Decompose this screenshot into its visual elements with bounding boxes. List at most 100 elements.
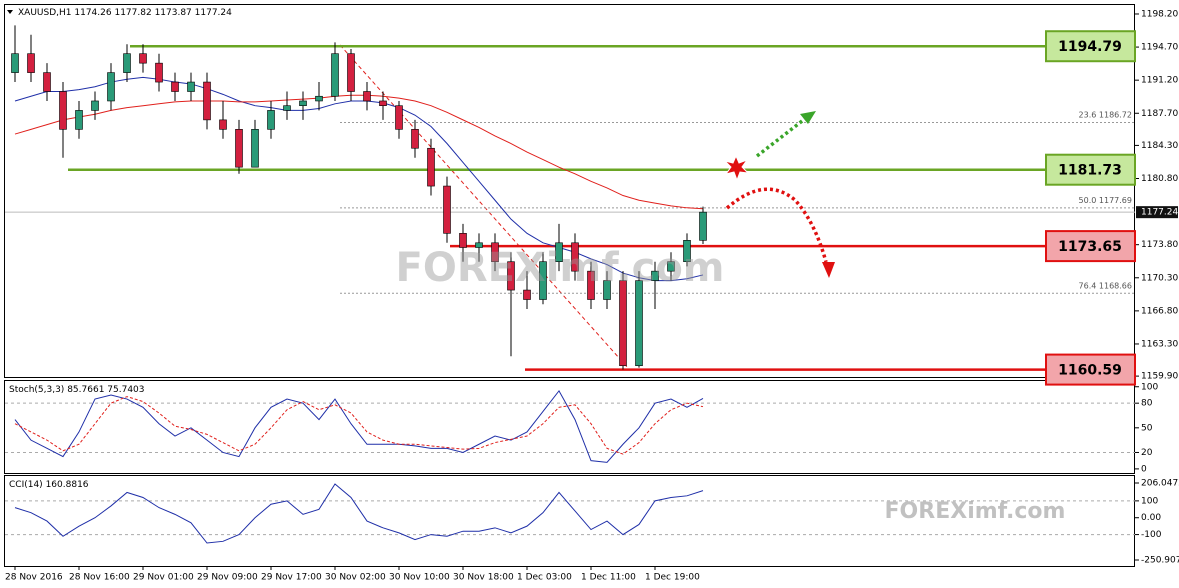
down-arrow-head <box>822 262 835 278</box>
candle-body <box>331 53 339 97</box>
candle-body <box>539 261 547 300</box>
down-arrow <box>725 187 828 263</box>
level-box <box>1045 230 1136 263</box>
ohlc-low: 1173.87 <box>155 8 192 18</box>
candle-body <box>43 72 51 92</box>
current-price-box <box>1136 206 1178 219</box>
candle-body <box>75 110 83 130</box>
x-tick-label: 29 Nov 01:00 <box>133 573 194 583</box>
candle-body <box>59 91 67 130</box>
fib-label: 76.4 1168.66 <box>1079 281 1132 290</box>
level-label: 1173.65 <box>1058 239 1122 255</box>
up-arrow <box>755 116 808 158</box>
candle-body <box>155 62 163 83</box>
candle-body <box>27 53 35 73</box>
fib-value: 1177.69 <box>1099 195 1132 204</box>
candle-body <box>379 100 387 106</box>
candle-body <box>315 95 323 102</box>
candle-body <box>523 289 531 300</box>
indicator-value: 160.8816 <box>46 480 89 490</box>
x-tick-label: 1 Dec 03:00 <box>517 573 572 583</box>
cci-panel <box>4 475 1135 567</box>
x-tick-label: 30 Nov 18:00 <box>453 573 514 583</box>
indicator-value: 75.7403 <box>107 385 144 395</box>
breakout-star <box>723 154 750 182</box>
x-tick-label: 30 Nov 10:00 <box>389 573 450 583</box>
y-tick-label: 1170.30 <box>1141 273 1178 283</box>
candle-body <box>267 110 275 130</box>
ohlc-high: 1177.82 <box>114 8 151 18</box>
candle-body <box>555 242 563 263</box>
candle-body <box>283 105 291 111</box>
collapse-icon <box>7 10 13 14</box>
indicator-line <box>14 396 704 455</box>
watermark: FOREXimf.com <box>396 245 725 291</box>
candle-body <box>443 185 451 234</box>
candle-body <box>683 240 691 263</box>
candle-body <box>587 270 595 300</box>
trend-line <box>339 44 629 369</box>
main-panel <box>4 4 1135 378</box>
fib-label: 50.0 1177.69 <box>1079 195 1132 204</box>
candle-body <box>603 280 611 300</box>
candle-body <box>171 81 179 92</box>
candle-body <box>235 129 243 168</box>
y-tick-label: 1198.20 <box>1141 9 1178 19</box>
candle-body <box>411 129 419 149</box>
ohlc-close: 1177.24 <box>195 8 232 18</box>
x-tick-label: 29 Nov 09:00 <box>197 573 258 583</box>
candle-body <box>91 100 99 111</box>
x-tick-label: 30 Nov 02:00 <box>325 573 386 583</box>
level-label: 1194.79 <box>1058 39 1122 55</box>
y-tick-label: 1159.90 <box>1141 372 1178 382</box>
candle-body <box>11 53 19 73</box>
candle-body <box>363 91 371 102</box>
current-price-label: 1177.24 <box>1141 208 1178 218</box>
candle-body <box>299 100 307 106</box>
indicator-line <box>14 76 704 282</box>
fib-value: 1168.66 <box>1099 281 1132 290</box>
fib-ratio: 76.4 <box>1079 281 1097 290</box>
indicator-title: CCI(14) 160.8816 <box>9 480 89 490</box>
y-tick-label: 1184.30 <box>1141 141 1178 151</box>
fib-ratio: 23.6 <box>1079 110 1097 119</box>
indicator-line <box>14 389 704 463</box>
candle-body <box>507 261 515 291</box>
y-tick-label: 1163.30 <box>1141 339 1178 349</box>
candle-body <box>395 105 403 130</box>
level-label: 1160.59 <box>1058 363 1122 379</box>
ohlc-open: 1174.26 <box>74 8 111 18</box>
candle-body <box>203 81 211 121</box>
candle-body <box>459 233 467 248</box>
candle-body <box>139 53 147 64</box>
y-tick-label: 1173.80 <box>1141 240 1178 250</box>
y-tick-label: 20 <box>1141 448 1153 458</box>
y-tick-label: 50 <box>1141 423 1153 433</box>
y-tick-label: 100 <box>1141 496 1158 506</box>
candle-body <box>251 129 259 168</box>
indicator-line <box>14 483 704 544</box>
indicator-value: 85.7661 <box>67 385 104 395</box>
indicator-line <box>14 94 704 210</box>
y-tick-label: 1194.70 <box>1141 43 1178 53</box>
level-label: 1181.73 <box>1058 163 1122 179</box>
candle-body <box>491 242 499 263</box>
y-tick-label: 0 <box>1141 464 1147 474</box>
watermark-small: FOREXimf.com <box>885 499 1066 524</box>
candle-body <box>427 147 435 187</box>
x-tick-label: 1 Dec 11:00 <box>581 573 636 583</box>
candle-body <box>699 211 707 241</box>
candle-body <box>475 242 483 248</box>
symbol: XAUUSD,H1 <box>18 8 72 18</box>
fib-label: 23.6 1186.72 <box>1079 110 1132 119</box>
y-tick-label: -250.9074 <box>1141 556 1179 566</box>
x-tick-label: 1 Dec 19:00 <box>645 573 700 583</box>
annotations <box>723 111 835 278</box>
candle-body <box>619 280 627 367</box>
candle-body <box>347 53 355 92</box>
candle-body <box>219 119 227 130</box>
candle-body <box>187 81 195 92</box>
plot-layer: 1198.20 1194.70 1191.20 1187.70 1184.30 1180.… <box>5 8 1179 583</box>
stoch-panel <box>4 380 1135 474</box>
